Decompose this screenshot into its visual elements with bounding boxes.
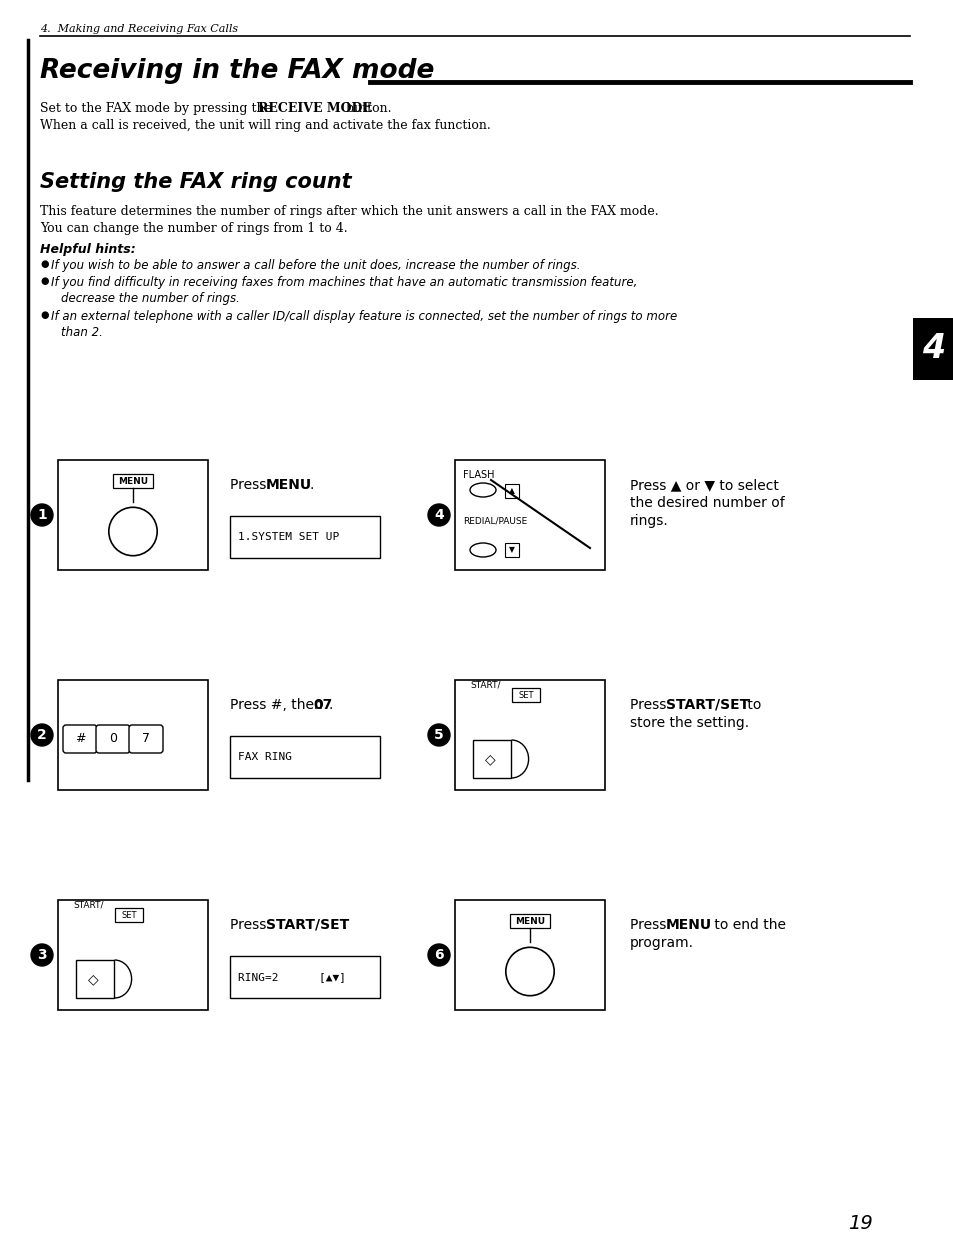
- Text: SET: SET: [517, 690, 533, 699]
- Text: MENU: MENU: [665, 917, 711, 932]
- Text: 19: 19: [846, 1214, 871, 1232]
- Text: ▲: ▲: [509, 487, 515, 496]
- Text: ▼: ▼: [509, 546, 515, 555]
- Text: SET: SET: [121, 910, 136, 920]
- Text: Press: Press: [230, 917, 271, 932]
- Text: ●: ●: [40, 259, 49, 269]
- Circle shape: [428, 724, 450, 745]
- Text: to: to: [742, 698, 760, 712]
- FancyBboxPatch shape: [58, 461, 208, 570]
- Text: 1: 1: [37, 508, 47, 522]
- FancyBboxPatch shape: [63, 725, 97, 753]
- Text: START/: START/: [470, 681, 500, 690]
- FancyBboxPatch shape: [510, 914, 550, 927]
- Text: If you find difficulty in receiving faxes from machines that have an automatic t: If you find difficulty in receiving faxe…: [51, 276, 637, 289]
- Text: .: .: [329, 698, 333, 712]
- Text: Press: Press: [629, 917, 670, 932]
- Text: .: .: [310, 478, 314, 492]
- Text: MENU: MENU: [266, 478, 312, 492]
- Text: You can change the number of rings from 1 to 4.: You can change the number of rings from …: [40, 222, 347, 235]
- FancyBboxPatch shape: [512, 688, 539, 702]
- Text: ●: ●: [40, 310, 49, 320]
- Text: MENU: MENU: [118, 477, 148, 486]
- Text: 4.  Making and Receiving Fax Calls: 4. Making and Receiving Fax Calls: [40, 24, 238, 34]
- Text: REDIAL/PAUSE: REDIAL/PAUSE: [462, 516, 527, 525]
- Text: If an external telephone with a caller ID/call display feature is connected, set: If an external telephone with a caller I…: [51, 310, 677, 323]
- Text: START/: START/: [73, 901, 103, 910]
- Text: 7: 7: [142, 733, 150, 745]
- Text: Press: Press: [629, 698, 670, 712]
- FancyBboxPatch shape: [504, 543, 518, 557]
- Text: .: .: [343, 917, 347, 932]
- FancyBboxPatch shape: [230, 956, 379, 998]
- Text: #: #: [74, 733, 85, 745]
- Text: START/SET: START/SET: [266, 917, 349, 932]
- Text: 6: 6: [434, 948, 443, 963]
- Text: If you wish to be able to answer a call before the unit does, increase the numbe: If you wish to be able to answer a call …: [51, 259, 579, 272]
- Circle shape: [30, 505, 53, 526]
- Circle shape: [428, 944, 450, 966]
- Text: FLASH: FLASH: [462, 471, 494, 479]
- Text: ●: ●: [40, 276, 49, 286]
- Text: This feature determines the number of rings after which the unit answers a call : This feature determines the number of ri…: [40, 205, 658, 218]
- Text: ◇: ◇: [89, 973, 99, 986]
- Text: RING=2      [▲▼]: RING=2 [▲▼]: [237, 973, 346, 981]
- FancyBboxPatch shape: [129, 725, 163, 753]
- FancyBboxPatch shape: [455, 680, 604, 789]
- Text: to end the: to end the: [709, 917, 785, 932]
- Circle shape: [505, 948, 554, 995]
- Text: When a call is received, the unit will ring and activate the fax function.: When a call is received, the unit will r…: [40, 119, 490, 132]
- Circle shape: [30, 944, 53, 966]
- Text: 2: 2: [37, 728, 47, 742]
- Text: 0: 0: [109, 733, 117, 745]
- Text: 07: 07: [313, 698, 332, 712]
- Ellipse shape: [470, 483, 496, 497]
- Text: than 2.: than 2.: [61, 326, 103, 339]
- Text: ◇: ◇: [485, 752, 496, 766]
- FancyBboxPatch shape: [455, 461, 604, 570]
- FancyBboxPatch shape: [504, 484, 518, 498]
- Text: START/SET: START/SET: [665, 698, 748, 712]
- Text: Press ▲ or ▼ to select: Press ▲ or ▼ to select: [629, 478, 778, 492]
- FancyBboxPatch shape: [58, 900, 208, 1010]
- Text: RECEIVE MODE: RECEIVE MODE: [257, 102, 372, 115]
- Text: 4: 4: [921, 333, 944, 365]
- Text: Setting the FAX ring count: Setting the FAX ring count: [40, 172, 352, 192]
- Text: Receiving in the FAX mode: Receiving in the FAX mode: [40, 58, 434, 84]
- Text: 4: 4: [434, 508, 443, 522]
- Text: the desired number of: the desired number of: [629, 496, 784, 510]
- Text: program.: program.: [629, 936, 693, 950]
- Ellipse shape: [470, 543, 496, 557]
- FancyBboxPatch shape: [112, 474, 152, 488]
- FancyBboxPatch shape: [912, 318, 953, 380]
- Text: rings.: rings.: [629, 515, 668, 528]
- FancyBboxPatch shape: [473, 740, 511, 778]
- Text: 5: 5: [434, 728, 443, 742]
- FancyBboxPatch shape: [230, 516, 379, 558]
- Text: MENU: MENU: [515, 916, 544, 925]
- FancyBboxPatch shape: [455, 900, 604, 1010]
- Circle shape: [109, 507, 157, 556]
- Text: store the setting.: store the setting.: [629, 717, 748, 730]
- FancyBboxPatch shape: [76, 960, 114, 998]
- FancyBboxPatch shape: [96, 725, 130, 753]
- Text: Helpful hints:: Helpful hints:: [40, 243, 135, 256]
- Text: Set to the FAX mode by pressing the: Set to the FAX mode by pressing the: [40, 102, 275, 115]
- Circle shape: [428, 505, 450, 526]
- Text: Press: Press: [230, 478, 271, 492]
- Text: 1.SYSTEM SET UP: 1.SYSTEM SET UP: [237, 532, 339, 542]
- Text: Press #, then: Press #, then: [230, 698, 327, 712]
- Text: 3: 3: [37, 948, 47, 963]
- Circle shape: [30, 724, 53, 745]
- FancyBboxPatch shape: [230, 735, 379, 778]
- Text: decrease the number of rings.: decrease the number of rings.: [61, 292, 239, 305]
- Text: button.: button.: [341, 102, 391, 115]
- FancyBboxPatch shape: [58, 680, 208, 789]
- FancyBboxPatch shape: [115, 909, 143, 922]
- Text: FAX RING: FAX RING: [237, 752, 292, 762]
